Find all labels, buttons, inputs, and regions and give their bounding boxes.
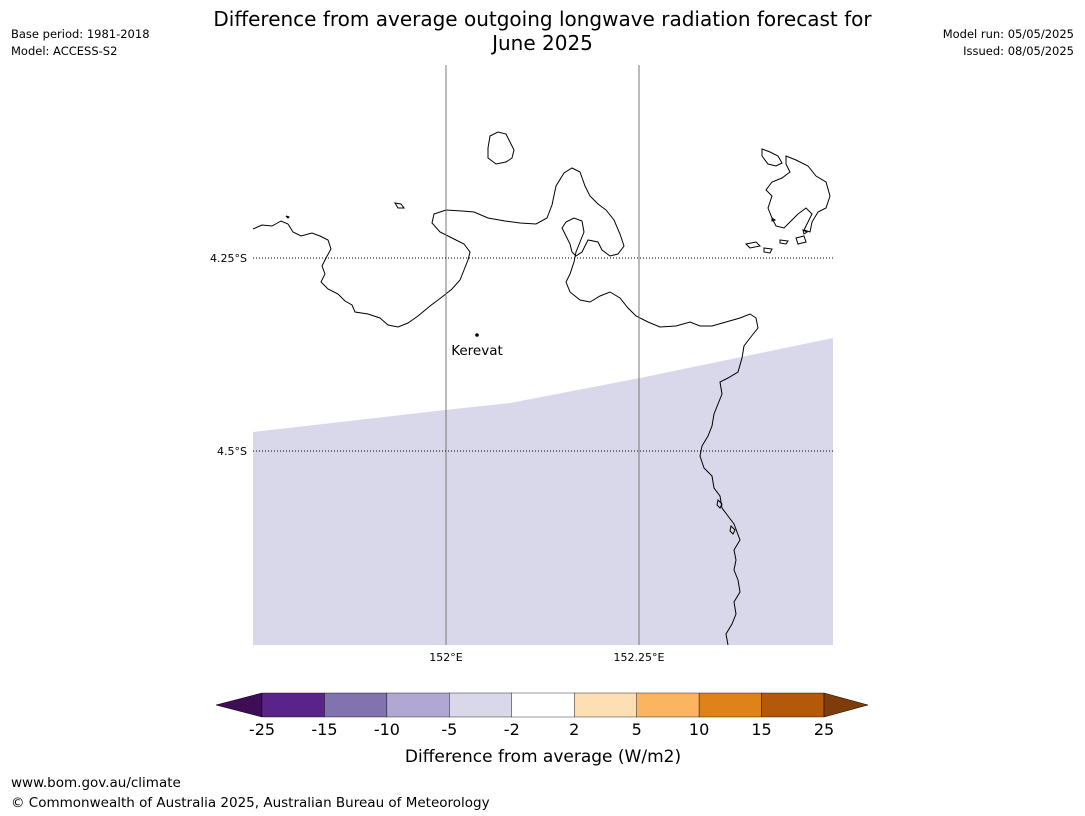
model-run: Model run: 05/05/2025: [942, 27, 1074, 41]
lat-label-4-25S: 4.25°S: [210, 252, 247, 265]
footer-url: www.bom.gov.au/climate: [11, 775, 181, 791]
graticule: [253, 65, 833, 645]
colorbar-segment: [386, 692, 450, 718]
lon-label-152-25E: 152.25°E: [614, 651, 665, 664]
colorbar-tick-label: 10: [689, 720, 709, 739]
footer-copyright: © Commonwealth of Australia 2025, Austra…: [11, 795, 490, 811]
colorbar-segment: [324, 692, 388, 718]
shaded-anomaly-area: [253, 338, 833, 645]
kerevat-label: Kerevat: [451, 343, 503, 359]
colorbar-tick-label: -5: [441, 720, 457, 739]
lon-label-152E: 152°E: [429, 651, 462, 664]
colorbar-extend-high: [823, 692, 869, 718]
base-period: Base period: 1981-2018: [11, 27, 150, 41]
colorbar-segment: [636, 692, 700, 718]
colorbar-segment: [511, 692, 575, 718]
issued-date: Issued: 08/05/2025: [963, 44, 1074, 58]
lat-label-4-5S: 4.5°S: [217, 445, 247, 458]
meta-left: Base period: 1981-2018 Model: ACCESS-S2: [11, 26, 150, 60]
colorbar-extend-low: [215, 692, 263, 718]
colorbar-tick-label: 2: [569, 720, 579, 739]
coastline: [252, 131, 831, 646]
colorbar-tick-label: -15: [311, 720, 337, 739]
kerevat-marker: [475, 333, 479, 337]
colorbar-tick-label: -25: [249, 720, 275, 739]
colorbar-tick-label: -10: [374, 720, 400, 739]
colorbar-segment: [698, 692, 762, 718]
colorbar-label: Difference from average (W/m2): [405, 747, 681, 767]
colorbar-tick-label: 25: [814, 720, 834, 739]
colorbar-segment: [574, 692, 637, 718]
colorbar-segment: [449, 692, 512, 718]
colorbar-segment: [261, 692, 325, 718]
colorbar-tick-label: 15: [751, 720, 771, 739]
colorbar-tick-label: -2: [504, 720, 520, 739]
colorbar-segment: [761, 692, 825, 718]
model-name: Model: ACCESS-S2: [11, 44, 118, 58]
colorbar-tick-label: 5: [632, 720, 642, 739]
colorbar: -25 -15 -10 -5 -2 2 5 10 15 25: [215, 692, 869, 739]
title-line-2: June 2025: [492, 31, 593, 55]
map-title: Difference from average outgoing longwav…: [180, 7, 905, 55]
title-line-1: Difference from average outgoing longwav…: [213, 7, 872, 31]
meta-right: Model run: 05/05/2025 Issued: 08/05/2025: [943, 26, 1074, 60]
